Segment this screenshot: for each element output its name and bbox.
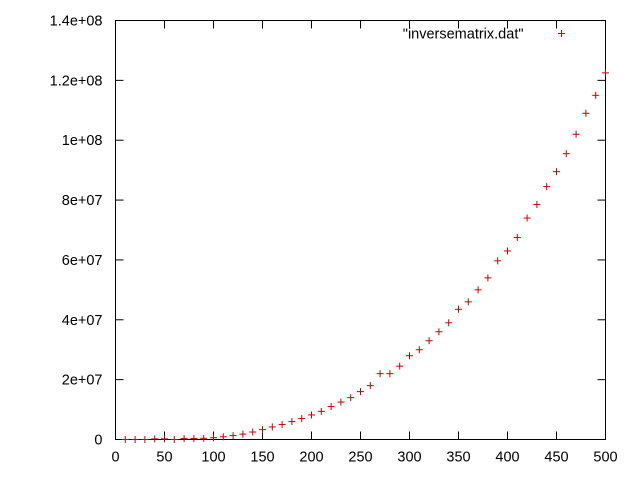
data-point bbox=[259, 426, 266, 434]
legend-marker-plus bbox=[558, 30, 565, 37]
x-tick-label: 300 bbox=[397, 450, 421, 466]
data-point bbox=[513, 233, 521, 241]
x-tick-label: 400 bbox=[495, 450, 519, 466]
data-point bbox=[278, 421, 286, 429]
data-point bbox=[572, 130, 580, 138]
data-point bbox=[533, 201, 541, 209]
data-point bbox=[357, 388, 364, 396]
data-point bbox=[317, 407, 325, 415]
data-point bbox=[239, 430, 247, 438]
data-point bbox=[308, 411, 315, 419]
data-point bbox=[553, 168, 560, 176]
data-point bbox=[366, 382, 374, 390]
data-point bbox=[121, 436, 129, 443]
y-tick-label: 1.2e+08 bbox=[50, 73, 103, 89]
data-point bbox=[131, 436, 139, 443]
y-tick-label: 1e+08 bbox=[62, 133, 103, 149]
data-point bbox=[298, 415, 306, 423]
data-point bbox=[347, 394, 355, 402]
x-tick-label: 0 bbox=[111, 450, 119, 466]
data-point bbox=[474, 286, 482, 294]
y-tick-label: 8e+07 bbox=[62, 193, 103, 209]
legend: "inversematrix.dat" bbox=[403, 27, 565, 43]
data-point bbox=[406, 352, 413, 360]
data-point bbox=[141, 436, 149, 443]
data-point bbox=[484, 274, 492, 282]
data-point bbox=[180, 435, 188, 443]
data-point bbox=[425, 337, 433, 345]
legend-marker bbox=[558, 30, 565, 37]
data-point bbox=[504, 247, 511, 255]
x-tick-label: 200 bbox=[299, 450, 323, 466]
data-point bbox=[582, 109, 590, 117]
y-tick-label: 0 bbox=[94, 433, 102, 449]
x-tick-label: 250 bbox=[348, 450, 372, 466]
x-tick-label: 450 bbox=[544, 450, 568, 466]
data-point bbox=[249, 428, 257, 436]
data-point bbox=[464, 298, 472, 306]
data-point bbox=[376, 370, 384, 378]
data-point bbox=[386, 370, 394, 378]
x-tick-labels: 0 50 100 150 200 250 300 350 400 450 500 bbox=[111, 450, 617, 466]
y-tick-label: 2e+07 bbox=[62, 373, 103, 389]
data-point bbox=[200, 434, 208, 442]
y-tick-label: 4e+07 bbox=[62, 313, 103, 329]
data-point bbox=[229, 432, 237, 440]
data-point bbox=[210, 434, 217, 442]
data-point bbox=[592, 91, 600, 99]
data-point bbox=[327, 403, 335, 411]
data-point bbox=[170, 436, 178, 443]
x-tick-label: 150 bbox=[250, 450, 274, 466]
data-point bbox=[151, 435, 159, 443]
data-point bbox=[415, 346, 423, 354]
data-point bbox=[161, 435, 168, 443]
data-point bbox=[337, 398, 345, 406]
legend-label: "inversematrix.dat" bbox=[403, 27, 524, 43]
data-point bbox=[219, 433, 227, 441]
y-tick-labels: 0 2e+07 4e+07 6e+07 8e+07 1e+08 1.2e+08 1.4e+08 bbox=[50, 14, 103, 449]
data-point bbox=[190, 435, 198, 443]
data-point bbox=[435, 328, 443, 336]
data-point bbox=[445, 319, 453, 327]
axis-ticks bbox=[115, 20, 606, 440]
data-point bbox=[494, 257, 502, 265]
data-point bbox=[543, 183, 551, 191]
x-tick-label: 350 bbox=[446, 450, 470, 466]
x-tick-label: 500 bbox=[593, 450, 617, 466]
data-point bbox=[268, 423, 276, 431]
plot-frame bbox=[115, 20, 606, 440]
data-point bbox=[523, 214, 531, 222]
data-point bbox=[288, 418, 296, 426]
y-tick-label: 6e+07 bbox=[62, 253, 103, 269]
data-point bbox=[396, 362, 404, 370]
x-tick-label: 50 bbox=[156, 450, 172, 466]
x-tick-label: 100 bbox=[201, 450, 225, 466]
data-points bbox=[121, 69, 609, 443]
data-point bbox=[602, 69, 609, 77]
data-point bbox=[455, 305, 462, 313]
y-tick-label: 1.4e+08 bbox=[50, 14, 103, 30]
data-point bbox=[562, 150, 570, 158]
